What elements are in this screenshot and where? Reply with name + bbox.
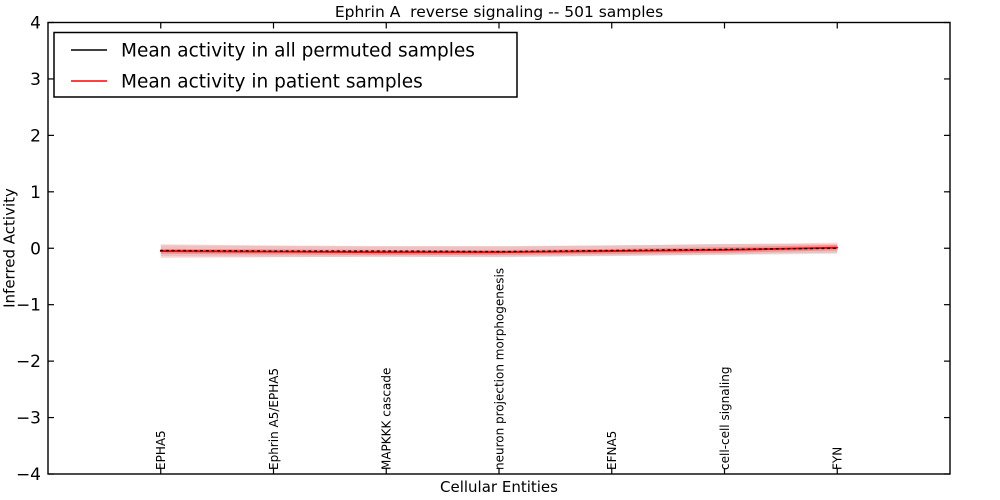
x-tick-label: EPHA5 [154, 430, 168, 470]
legend-box [53, 31, 518, 98]
legend-label-patient: Mean activity in patient samples [121, 72, 423, 93]
permuted-samples-std-band [160, 243, 838, 258]
x-tick-label: Ephrin A5/EPHA5 [267, 368, 281, 470]
legend-label-permuted: Mean activity in all permuted samples [121, 41, 475, 62]
series-lines [159, 246, 839, 254]
patient-samples-std-band [160, 242, 838, 258]
y-tick-label: 2 [30, 126, 41, 146]
y-tick-label: 0 [30, 239, 41, 259]
y-tick-label: −4 [16, 465, 41, 485]
x-axis-label: Cellular Entities [440, 478, 558, 496]
x-tick-label: FYN [831, 447, 845, 470]
x-tick-label: EFNA5 [605, 431, 619, 470]
legend: Mean activity in all permuted samples Me… [53, 31, 518, 98]
x-tick-label: cell-cell signaling [718, 367, 732, 471]
tick-labels: 4 3 2 1 0 −1 −2 −3 −4 EPHA5 Ephrin A5/EPHA5 MAPKKK … [16, 14, 845, 486]
y-tick-label: 1 [30, 183, 41, 203]
y-tick-label: −3 [16, 409, 41, 429]
chart-title: Ephrin A reverse signaling -- 501 sample… [335, 3, 663, 21]
y-tick-label: 3 [30, 70, 41, 90]
x-tick-label: neuron projection morphogenesis [492, 268, 506, 470]
y-tick-label: −2 [16, 352, 41, 372]
series-line-permuted [160, 247, 838, 253]
y-axis-label: Inferred Activity [1, 188, 19, 308]
y-tick-label: 4 [30, 14, 41, 34]
plot-frame [47, 21, 951, 475]
y-tick-label: −1 [16, 296, 41, 316]
x-tick-label: MAPKKK cascade [380, 368, 394, 470]
